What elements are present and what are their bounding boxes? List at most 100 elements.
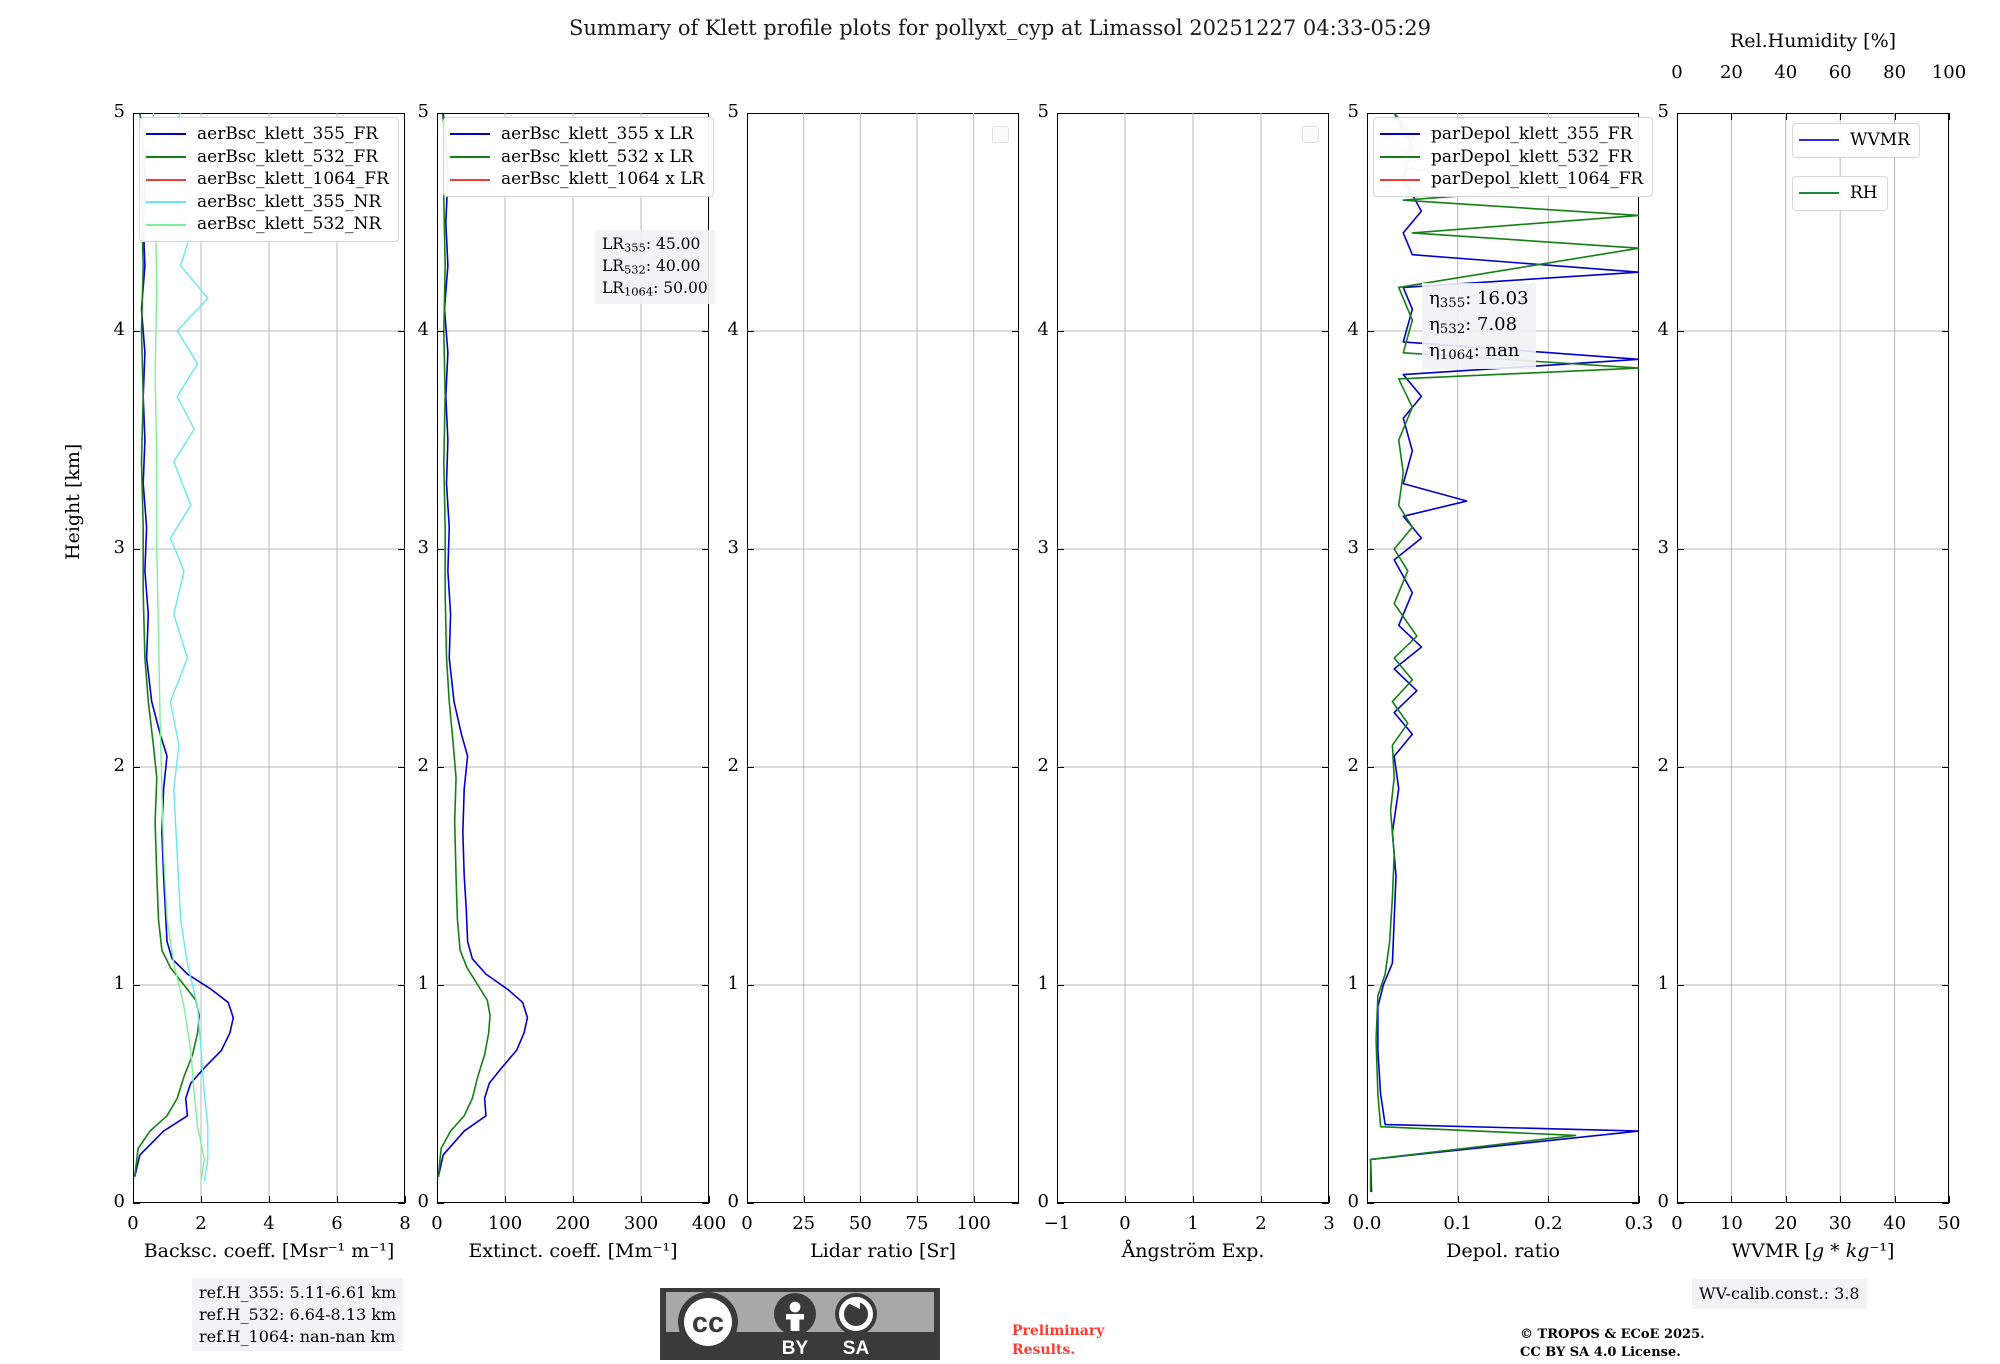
y-tick-mark <box>1632 113 1639 114</box>
y-tick-mark <box>1942 113 1949 114</box>
plot-panel-water-vapour-mixing-ratio <box>1677 113 1949 1203</box>
preliminary-results-note: Preliminary Results. <box>1012 1323 1105 1358</box>
annotation-line: LR1064: 50.00 <box>602 279 708 299</box>
x-tick-mark <box>1677 1196 1678 1203</box>
legend-row: aerBsc_klett_355_NR <box>146 191 389 214</box>
y-tick-label: 5 <box>727 101 739 122</box>
y-tick-mark <box>1942 767 1949 768</box>
x-tick-mark <box>1840 1196 1842 1203</box>
top-tick-label: 60 <box>1828 62 1852 83</box>
y-tick-mark <box>398 113 405 114</box>
plot-panel-lidar-ratio <box>747 113 1019 1203</box>
x-tick-mark <box>709 1196 710 1203</box>
cc-by-label: BY <box>782 1338 809 1359</box>
x-tick-label: 3 <box>1323 1213 1335 1234</box>
copyright-note: © TROPOS & ECoE 2025. CC BY SA 4.0 Licens… <box>1520 1327 1705 1360</box>
y-tick-mark <box>1322 767 1329 768</box>
ref-height-line: ref.H_355: 5.11-6.61 km <box>199 1283 397 1302</box>
y-tick-label: 4 <box>1657 319 1669 340</box>
y-tick-label: 3 <box>727 537 739 558</box>
y-tick-mark <box>1632 1203 1639 1204</box>
y-tick-label: 2 <box>727 755 739 776</box>
legend-color-swatch <box>146 178 186 181</box>
y-tick-label: 1 <box>417 973 429 994</box>
y-tick-mark <box>133 767 140 768</box>
y-tick-mark <box>747 549 754 550</box>
y-tick-label: 0 <box>1037 1191 1049 1212</box>
y-tick-mark <box>133 331 140 332</box>
legend-color-swatch <box>146 223 186 226</box>
ref-height-line: ref.H_532: 6.64-8.13 km <box>199 1304 397 1324</box>
data-curves-lidar-ratio <box>747 113 1019 1203</box>
y-tick-mark <box>1942 1203 1949 1204</box>
x-tick-mark <box>1731 1196 1733 1203</box>
legend-label: aerBsc_klett_1064_FR <box>197 169 389 190</box>
x-tick-label: 0 <box>741 1213 753 1234</box>
y-tick-label: 0 <box>1657 1191 1669 1212</box>
y-tick-label: 0 <box>1347 1191 1359 1212</box>
y-tick-mark <box>702 549 709 550</box>
y-tick-mark <box>1012 985 1019 986</box>
legend-row: aerBsc_klett_1064 x LR <box>450 168 704 191</box>
legend-label: RH <box>1850 183 1878 203</box>
x-axis-label-depolarization-ratio: Depol. ratio <box>1446 1240 1560 1262</box>
x-tick-mark <box>405 1196 406 1203</box>
y-tick-label: 0 <box>113 1191 125 1212</box>
y-tick-mark <box>398 767 405 768</box>
y-tick-mark <box>1012 1203 1019 1204</box>
gridlines-water-vapour-mixing-ratio <box>1677 113 1949 1203</box>
y-tick-label: 5 <box>1657 101 1669 122</box>
y-tick-mark <box>1322 985 1329 986</box>
y-tick-label: 3 <box>1037 537 1049 558</box>
legend-color-swatch <box>1799 139 1839 142</box>
x-tick-mark <box>641 1196 642 1203</box>
legend-water-vapour-mixing-ratio-0: WVMR <box>1792 123 1920 158</box>
y-tick-mark <box>1677 1203 1684 1204</box>
x-tick-mark <box>505 1196 506 1203</box>
y-tick-label: 3 <box>1657 537 1669 558</box>
y-tick-mark <box>1942 331 1949 332</box>
x-tick-mark <box>437 1196 438 1203</box>
legend-color-swatch <box>1380 133 1420 136</box>
legend-row: aerBsc_klett_355 x LR <box>450 123 704 146</box>
gridlines-lidar-ratio <box>747 113 1019 1203</box>
y-tick-mark <box>1632 985 1639 986</box>
x-tick-label: 30 <box>1828 1213 1852 1234</box>
y-tick-mark <box>747 331 754 332</box>
legend-label: parDepol_klett_355_FR <box>1431 124 1633 144</box>
legend-color-swatch <box>1380 155 1420 158</box>
x-tick-mark <box>1125 1196 1126 1203</box>
x-tick-label: 1 <box>1187 1213 1199 1234</box>
y-tick-mark <box>747 113 754 114</box>
x-tick-mark <box>1457 1196 1459 1203</box>
x-axis-label-angstrom-exponent: Ångström Exp. <box>1121 1240 1265 1262</box>
top-tick-mark <box>1677 113 1678 120</box>
legend-label: aerBsc_klett_1064 x LR <box>501 169 705 190</box>
data-curves-water-vapour-mixing-ratio <box>1677 113 1949 1203</box>
y-tick-mark <box>398 549 405 550</box>
y-tick-mark <box>437 113 444 114</box>
y-tick-mark <box>1057 767 1064 768</box>
y-tick-mark <box>1677 113 1684 114</box>
y-tick-mark <box>747 985 754 986</box>
y-tick-mark <box>398 331 405 332</box>
gridlines-angstrom-exponent <box>1057 113 1329 1203</box>
empty-legend-box-angstrom-exponent <box>1302 126 1319 143</box>
y-tick-label: 0 <box>417 1191 429 1212</box>
x-axis-label-extinction: Extinct. coeff. [Mm⁻¹] <box>468 1240 678 1262</box>
y-tick-mark <box>1322 113 1329 114</box>
y-tick-mark <box>1322 549 1329 550</box>
x-tick-label: 25 <box>792 1213 816 1234</box>
legend-backscatter: aerBsc_klett_355_FR aerBsc_klett_532_FR … <box>139 117 399 243</box>
legend-row: parDepol_klett_355_FR <box>1380 123 1643 146</box>
y-tick-mark <box>1367 767 1374 768</box>
x-tick-mark <box>201 1196 202 1203</box>
gridlines-backscatter <box>133 113 405 1203</box>
y-tick-label: 1 <box>1347 973 1359 994</box>
x-tick-mark <box>1057 1196 1058 1203</box>
x-tick-mark <box>803 1196 805 1203</box>
y-tick-mark <box>1942 985 1949 986</box>
x-tick-label: 0.1 <box>1443 1213 1472 1234</box>
y-tick-mark <box>1677 767 1684 768</box>
